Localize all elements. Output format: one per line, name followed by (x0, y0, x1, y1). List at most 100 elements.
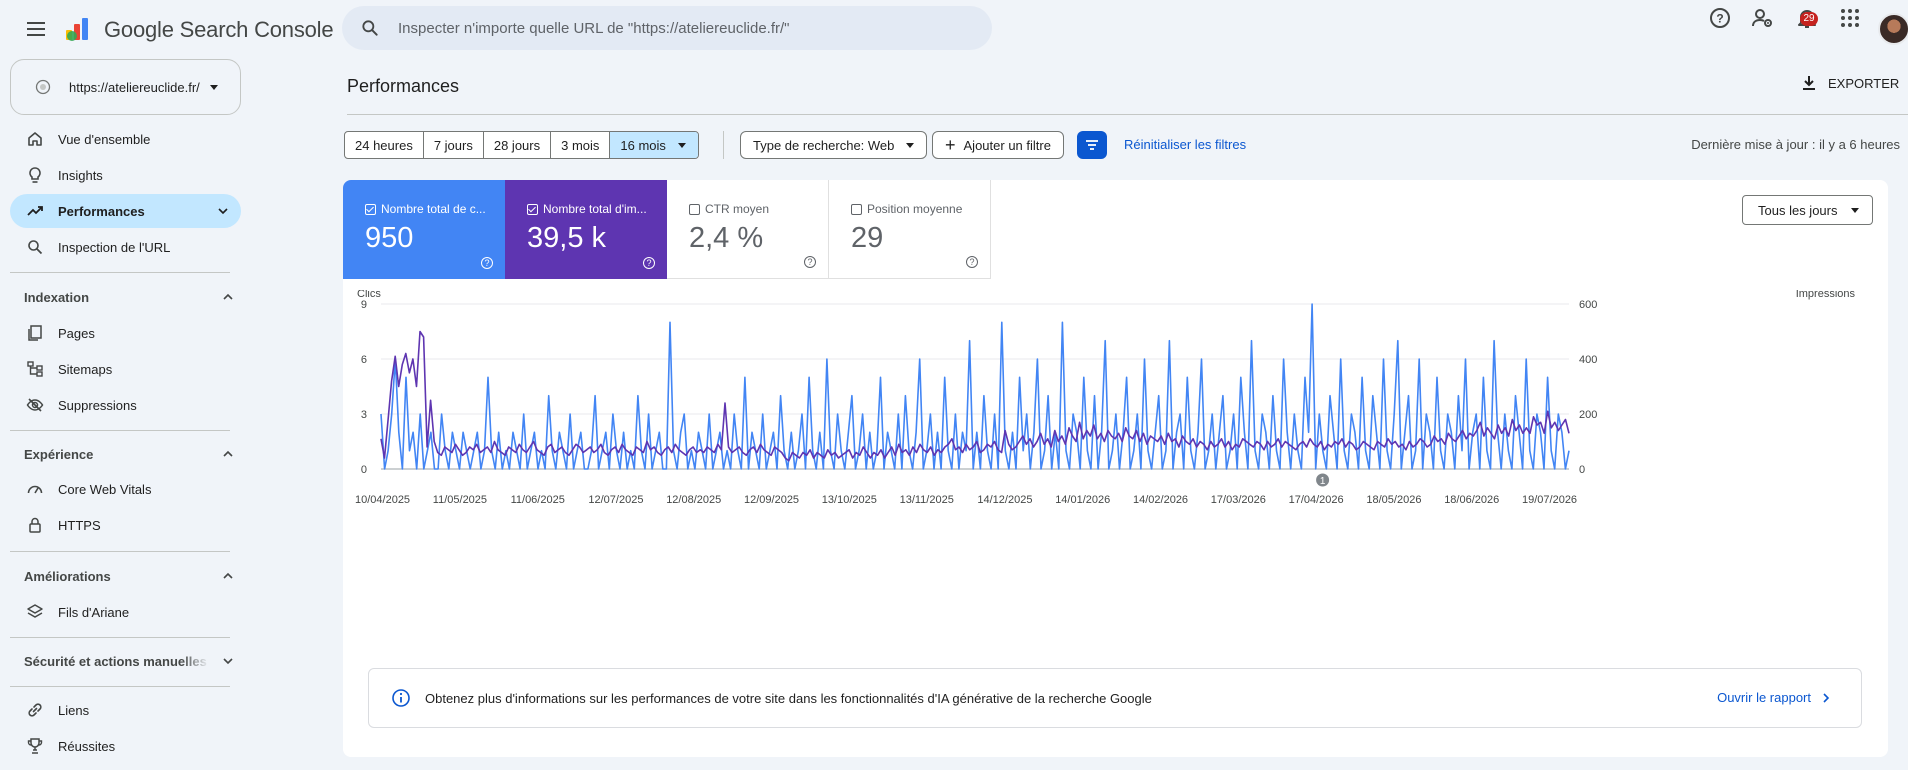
sidebar-item-label: Performances (58, 203, 145, 219)
date-range-tabs: 24 heures 7 jours 28 jours 3 mois 16 moi… (344, 131, 699, 159)
left-tick-label: 0 (361, 464, 367, 476)
metric-average-ctr[interactable]: CTR moyen 2,4 % ? (667, 180, 829, 279)
checkbox-checked-icon[interactable] (365, 203, 376, 215)
export-button[interactable]: EXPORTER (1800, 74, 1899, 92)
metric-header: Nombre total de c... (365, 202, 486, 216)
date-range-7d[interactable]: 7 jours (424, 132, 484, 158)
main-menu-button[interactable] (22, 15, 50, 43)
sidebar-item-label: Sitemaps (58, 361, 113, 377)
right-tick-label: 200 (1579, 409, 1597, 421)
performance-card: Nombre total de c... 950 ? Nombre total … (343, 180, 1888, 757)
sidebar-item-links[interactable]: Liens (10, 693, 241, 727)
search-type-label: Type de recherche: Web (753, 137, 895, 153)
sidebar-item-breadcrumbs[interactable]: Fils d'Ariane (10, 595, 241, 629)
gauge-icon (27, 485, 43, 494)
title-divider (347, 114, 1908, 115)
sidebar-item-sitemaps[interactable]: Sitemaps (10, 352, 241, 386)
date-range-24h[interactable]: 24 heures (345, 132, 424, 158)
section-title: Sécurité et actions manuelles (24, 653, 207, 669)
sidebar-item-removals[interactable]: Suppressions (10, 388, 241, 422)
metric-value: 950 (365, 222, 414, 254)
metric-value: 29 (851, 222, 884, 254)
sitemap-icon (27, 361, 43, 377)
notification-count-badge: 29 (1800, 12, 1818, 26)
metric-total-clicks[interactable]: Nombre total de c... 950 ? (343, 180, 505, 279)
x-tick-label: 14/12/2025 (977, 494, 1032, 506)
annotation-marker (1316, 473, 1330, 487)
sidebar-item-performance[interactable]: Performances (10, 194, 241, 228)
search-console-logo (66, 18, 88, 41)
export-label: EXPORTER (1828, 75, 1900, 91)
app-title: Google Search Console (104, 17, 334, 42)
date-range-3m[interactable]: 3 mois (551, 132, 611, 158)
sidebar-section-experience[interactable]: Expérience (24, 442, 234, 466)
metric-total-impressions[interactable]: Nombre total d'im... 39,5 k ? (505, 180, 667, 279)
sidebar-section-indexation[interactable]: Indexation (24, 285, 234, 309)
checkbox-unchecked-icon[interactable] (851, 203, 862, 215)
sidebar-item-url-inspection[interactable]: Inspection de l'URL (10, 230, 241, 264)
search-icon (362, 20, 378, 36)
page-title: Performances (347, 76, 460, 96)
url-inspection-input[interactable] (398, 19, 958, 37)
apps-grid-icon[interactable] (1838, 6, 1862, 30)
x-tick-label: 14/02/2026 (1133, 494, 1188, 506)
chevron-up-icon (223, 572, 233, 579)
sidebar-divider (10, 551, 230, 552)
sidebar-section-enhancements[interactable]: Améliorations (24, 564, 234, 588)
sidebar-divider (10, 272, 230, 273)
sidebar-item-overview[interactable]: Vue d'ensemble (10, 122, 241, 156)
date-range-label: 16 mois (620, 137, 666, 153)
sidebar-item-core-web-vitals[interactable]: Core Web Vitals (10, 472, 241, 506)
open-report-label: Ouvrir le rapport (1717, 690, 1811, 705)
x-tick-label: 17/04/2026 (1289, 494, 1344, 506)
search-type-filter[interactable]: Type de recherche: Web (740, 131, 928, 159)
aggregation-label: Tous les jours (1758, 202, 1838, 218)
info-icon (392, 689, 410, 707)
open-report-link[interactable]: Ouvrir le rapport (1717, 690, 1831, 705)
checkbox-unchecked-icon[interactable] (689, 203, 700, 215)
help-icon[interactable]: ? (481, 257, 493, 269)
trophy-icon (27, 738, 43, 754)
reset-filters-link[interactable]: Réinitialiser les filtres (1124, 137, 1247, 152)
caret-down-icon (677, 142, 686, 148)
url-inspection-search[interactable] (342, 6, 992, 50)
chevron-right-icon (1823, 692, 1830, 703)
trending-up-icon (27, 206, 43, 216)
download-icon (1803, 76, 1815, 90)
sidebar-divider (10, 430, 230, 431)
sidebar-item-label: Insights (58, 167, 103, 183)
left-tick-label: 3 (361, 409, 367, 421)
sidebar-section-security[interactable]: Sécurité et actions manuelles (24, 649, 234, 673)
home-icon (28, 132, 42, 146)
x-tick-label: 14/01/2026 (1055, 494, 1110, 506)
filter-options-button[interactable] (1077, 131, 1107, 159)
sidebar-item-insights[interactable]: Insights (10, 158, 241, 192)
help-icon[interactable]: ? (804, 256, 816, 268)
series-line-clics (380, 303, 1570, 470)
date-range-16m[interactable]: 16 mois (610, 132, 698, 158)
lock-icon (29, 517, 41, 533)
sidebar-item-achievements[interactable]: Réussites (10, 729, 241, 763)
add-filter-button[interactable]: + Ajouter un filtre (932, 131, 1064, 159)
metric-label: Nombre total de c... (381, 202, 486, 216)
manage-users-icon[interactable] (1751, 6, 1775, 30)
filter-separator (723, 131, 724, 159)
help-icon[interactable]: ? (643, 257, 655, 269)
section-title: Expérience (24, 446, 94, 462)
help-icon[interactable]: ? (966, 256, 978, 268)
sidebar-item-pages[interactable]: Pages (10, 316, 241, 350)
left-tick-label: 9 (361, 299, 367, 311)
date-range-28d[interactable]: 28 jours (484, 132, 552, 158)
metric-average-position[interactable]: Position moyenne 29 ? (829, 180, 991, 279)
help-icon[interactable]: ? (1708, 6, 1732, 30)
account-avatar[interactable] (1878, 13, 1908, 45)
filter-list-icon (1086, 140, 1098, 150)
sidebar-item-label: Liens (58, 702, 90, 718)
checkbox-checked-icon[interactable] (527, 203, 538, 215)
aggregation-select[interactable]: Tous les jours (1742, 195, 1873, 225)
sidebar-divider (10, 637, 230, 638)
ai-features-banner: Obtenez plus d'informations sur les perf… (368, 668, 1862, 728)
sidebar-item-https[interactable]: HTTPS (10, 508, 241, 542)
x-tick-label: 17/03/2026 (1211, 494, 1266, 506)
property-selector[interactable]: https://ateliereuclide.fr/ (10, 59, 241, 115)
